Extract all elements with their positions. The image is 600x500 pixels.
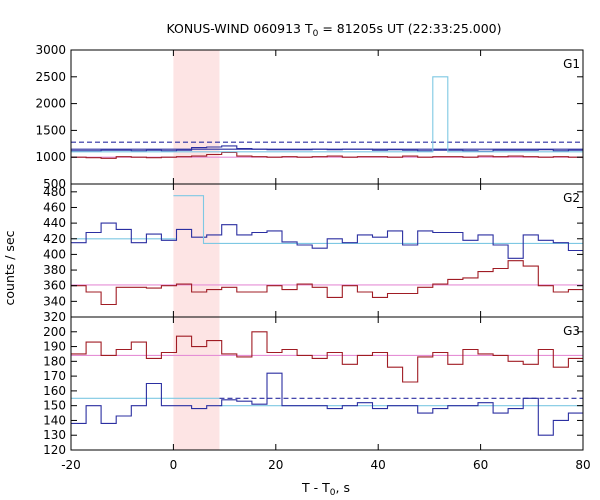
y-tick-label-g2: 480 <box>43 185 66 199</box>
y-tick-label-g2: 360 <box>43 279 66 293</box>
panel-frame-g3 <box>70 316 584 451</box>
y-tick-label-g1: 2500 <box>35 70 66 84</box>
lightcurve-g2-series-0 <box>71 222 583 259</box>
y-tick-label-g1: 1500 <box>35 123 66 137</box>
lightcurve-g1-series-2 <box>71 76 583 153</box>
y-tick-label-g2: 400 <box>43 247 66 261</box>
x-axis-label-subscript: 0 <box>330 488 336 498</box>
x-tick-label: 20 <box>268 458 283 472</box>
x-tick-label: 60 <box>473 458 488 472</box>
x-tick-label: 40 <box>371 458 386 472</box>
plot-layer: 50010001500200025003000G1320340360380400… <box>35 43 590 472</box>
x-axis-label-main: T - T <box>301 480 330 495</box>
y-tick-label-g3: 200 <box>43 325 66 339</box>
y-tick-label-g3: 150 <box>43 399 66 413</box>
panel-frame-g1 <box>70 49 584 185</box>
chart-title: KONUS-WIND 060913 T0 = 81205s UT (22:33:… <box>166 21 501 39</box>
y-tick-label-g2: 460 <box>43 200 66 214</box>
lightcurve-g3-series-0 <box>71 372 583 436</box>
panel-label-g1: G1 <box>563 57 580 71</box>
x-tick-label: 0 <box>170 458 178 472</box>
lightcurve-g1-series-0 <box>71 145 583 152</box>
y-tick-label-g3: 140 <box>43 413 66 427</box>
y-tick-label-g2: 340 <box>43 294 66 308</box>
lightcurve-g3-series-1 <box>71 331 583 383</box>
x-tick-label: 80 <box>575 458 590 472</box>
chart-title-rest: = 81205s UT (22:33:25.000) <box>318 21 501 36</box>
y-tick-label-g3: 180 <box>43 354 66 368</box>
panel-label-g2: G2 <box>563 191 580 205</box>
y-axis-label: counts / sec <box>2 230 17 305</box>
y-tick-label-g3: 170 <box>43 369 66 383</box>
y-tick-label-g3: 190 <box>43 340 66 354</box>
y-tick-label-g1: 500 <box>43 177 66 191</box>
x-axis-label-rest: , s <box>336 480 350 495</box>
y-tick-label-g3: 130 <box>43 428 66 442</box>
lightcurve-g2-series-2 <box>173 195 219 245</box>
chart-title-subscript: 0 <box>313 29 319 39</box>
lightcurve-g2-series-1 <box>71 260 583 306</box>
y-tick-label-g3: 160 <box>43 384 66 398</box>
lightcurve-g1-series-1 <box>71 151 583 159</box>
y-tick-label-g2: 380 <box>43 263 66 277</box>
y-tick-label-g2: 420 <box>43 232 66 246</box>
y-tick-label-g1: 1000 <box>35 150 66 164</box>
chart-title-main: KONUS-WIND 060913 T <box>166 21 312 36</box>
y-tick-label-g3: 120 <box>43 443 66 457</box>
y-tick-label-g2: 320 <box>43 310 66 324</box>
y-tick-label-g1: 2000 <box>35 97 66 111</box>
x-axis-label: T - T0, s <box>301 480 350 498</box>
x-tick-label: -20 <box>61 458 81 472</box>
y-tick-label-g2: 440 <box>43 216 66 230</box>
y-tick-label-g1: 3000 <box>35 43 66 57</box>
panel-label-g3: G3 <box>563 324 580 338</box>
burst-interval-shading <box>173 50 220 450</box>
